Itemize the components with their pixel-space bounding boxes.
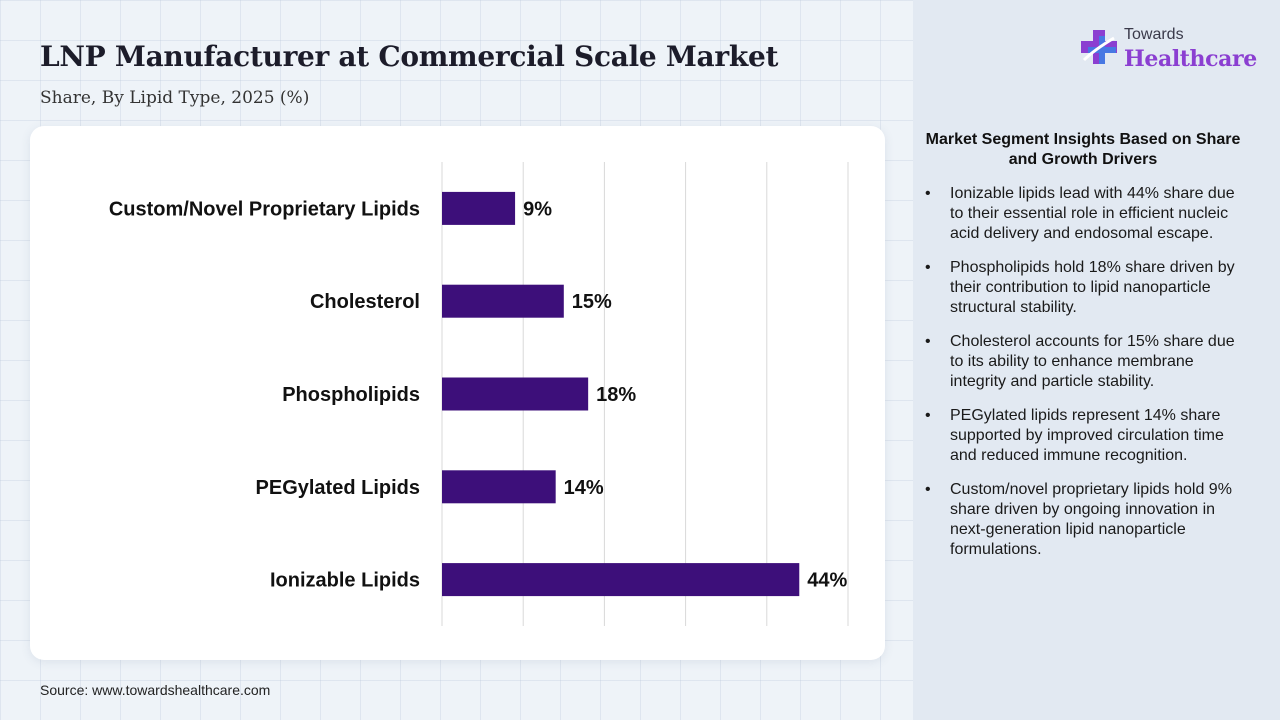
- data-label: 18%: [596, 384, 636, 406]
- category-label: PEGylated Lipids: [256, 477, 420, 499]
- data-label: 44%: [807, 570, 847, 592]
- data-label: 9%: [523, 198, 552, 220]
- category-label: Phospholipids: [282, 384, 420, 406]
- data-label: 15%: [572, 291, 612, 313]
- chart-title: LNP Manufacturer at Commercial Scale Mar…: [40, 40, 779, 73]
- source-note: Source: www.towardshealthcare.com: [40, 682, 271, 698]
- category-label: Cholesterol: [310, 291, 420, 313]
- insight-item: Cholesterol accounts for 15% share due t…: [925, 332, 1245, 392]
- brand-logo: Towards Healthcare: [1080, 26, 1260, 78]
- insight-item: Ionizable lipids lead with 44% share due…: [925, 184, 1245, 244]
- bar-chart: Custom/Novel Proprietary Lipids 9% Cholest…: [109, 162, 849, 626]
- category-label: Custom/Novel Proprietary Lipids: [109, 198, 420, 220]
- category-label: Ionizable Lipids: [270, 570, 420, 592]
- medical-cross-icon: [1081, 30, 1117, 64]
- chart-subtitle: Share, By Lipid Type, 2025 (%): [40, 88, 310, 108]
- bar: [442, 563, 800, 597]
- insight-item: PEGylated lipids represent 14% share sup…: [925, 406, 1245, 466]
- chart-card: Custom/Novel Proprietary Lipids 9% Cholest…: [30, 126, 885, 660]
- data-label: 14%: [564, 477, 604, 499]
- bar: [442, 191, 516, 225]
- insights-title: Market Segment Insights Based on Share a…: [925, 131, 1241, 168]
- insight-item: Phospholipids hold 18% share driven by t…: [925, 258, 1245, 318]
- insight-item: Custom/novel proprietary lipids hold 9% …: [925, 480, 1245, 560]
- bar: [442, 470, 556, 504]
- bar: [442, 284, 564, 318]
- logo-text-top: Towards: [1124, 26, 1184, 43]
- bar: [442, 377, 589, 411]
- insights-list: Ionizable lipids lead with 44% share due…: [925, 184, 1245, 574]
- logo-text-main: Healthcare: [1124, 46, 1257, 72]
